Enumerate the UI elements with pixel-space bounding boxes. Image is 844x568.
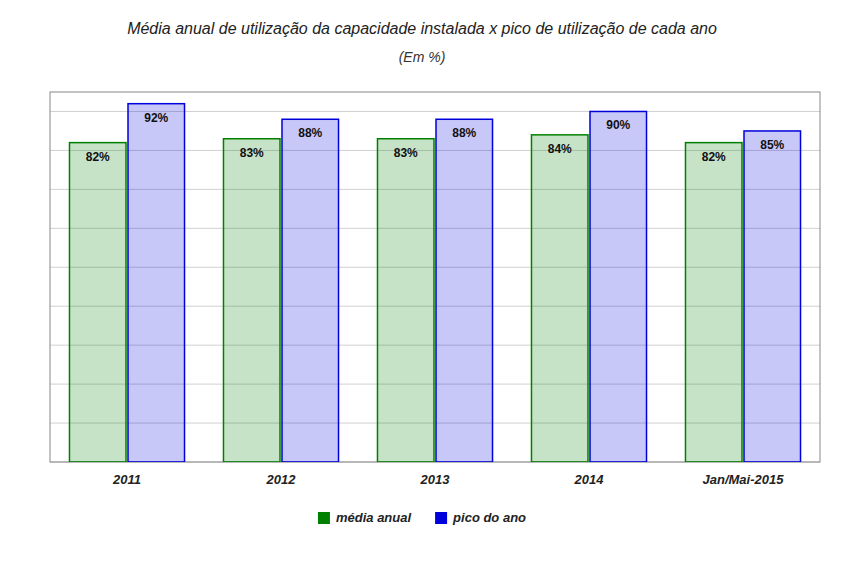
bar — [685, 143, 742, 462]
data-label: 90% — [606, 118, 630, 132]
bar — [282, 119, 339, 462]
chart-container: Média anual de utilização da capacidade … — [0, 0, 844, 568]
bar — [128, 104, 185, 462]
subtitle: (Em %) — [399, 49, 446, 65]
title: Média anual de utilização da capacidade … — [127, 20, 717, 37]
data-label: 82% — [86, 150, 110, 164]
bars — [69, 104, 800, 462]
bar — [590, 111, 647, 462]
legend: média anual pico do ano — [318, 510, 526, 525]
bar — [377, 139, 434, 462]
bar — [531, 135, 588, 462]
x-tick-label: 2012 — [266, 472, 297, 487]
data-label: 88% — [298, 126, 322, 140]
legend-swatch — [318, 512, 330, 524]
x-tick-label: 2013 — [420, 472, 451, 487]
bar — [69, 143, 126, 462]
plot-frame — [50, 92, 820, 462]
data-label: 88% — [452, 126, 476, 140]
data-label: 84% — [548, 142, 572, 156]
legend-label: média anual — [336, 510, 412, 525]
data-label: 92% — [144, 111, 168, 125]
x-tick-label: Jan/Mai-2015 — [703, 472, 785, 487]
bar — [436, 119, 493, 462]
x-tick-label: 2011 — [112, 472, 141, 487]
data-label: 83% — [394, 146, 418, 160]
data-labels: 82% 83% 83% 84% 82% 92% 88% 88% 90% 85% — [86, 111, 785, 164]
bar — [223, 139, 280, 462]
x-tick-label: 2014 — [574, 472, 605, 487]
chart-svg: Média anual de utilização da capacidade … — [0, 0, 844, 568]
legend-label: pico do ano — [452, 510, 526, 525]
data-label: 85% — [760, 138, 784, 152]
legend-swatch — [435, 512, 447, 524]
data-label: 83% — [240, 146, 264, 160]
bar — [744, 131, 801, 462]
data-label: 82% — [702, 150, 726, 164]
